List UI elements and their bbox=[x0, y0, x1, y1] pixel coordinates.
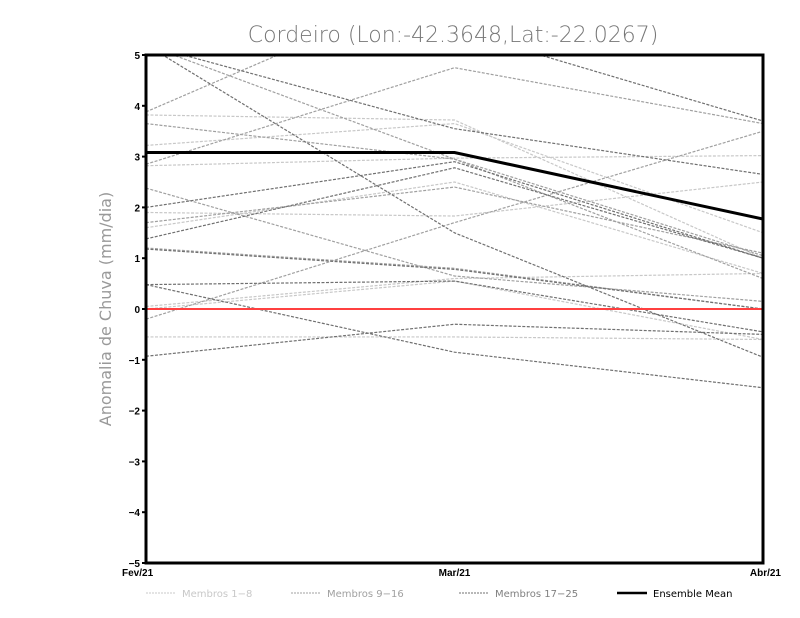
x-tick-label: Abr/21 bbox=[750, 568, 782, 579]
y-axis-label: Anomalia de Chuva (mm/dia) bbox=[96, 192, 115, 426]
legend-item-1: Membros 1−8 bbox=[146, 589, 252, 600]
member-line-g3-4 bbox=[146, 284, 763, 389]
member-line-g2-8 bbox=[146, 247, 763, 310]
y-tick-label: −1 bbox=[129, 356, 141, 367]
y-tick-label: 3 bbox=[134, 153, 140, 164]
member-line-g1-1 bbox=[146, 114, 763, 259]
legend-label: Membros 9−16 bbox=[327, 589, 404, 600]
y-tick-label: −2 bbox=[129, 407, 141, 418]
member-line-g3-5 bbox=[146, 323, 763, 357]
x-tick-label: Mar/21 bbox=[439, 568, 471, 579]
legend-item-2: Membros 9−16 bbox=[291, 589, 404, 600]
chart-title: Cordeiro (Lon:-42.3648,Lat:-22.0267) bbox=[248, 23, 659, 48]
x-tick-label: Fev/21 bbox=[122, 568, 154, 579]
ensemble-mean-line bbox=[146, 151, 763, 221]
member-line-g2-7 bbox=[171, 55, 763, 280]
y-tick-label: −4 bbox=[129, 508, 141, 519]
legend-item-4: Ensemble Mean bbox=[617, 589, 732, 600]
y-tick-label: 5 bbox=[134, 51, 140, 62]
y-tick-label: 0 bbox=[134, 305, 140, 316]
member-line-g1-5 bbox=[146, 181, 763, 275]
member-line-g1-3 bbox=[146, 154, 763, 167]
member-line-g1-8 bbox=[146, 280, 763, 341]
legend-item-3: Membros 17−25 bbox=[459, 589, 578, 600]
member-line-g2-3 bbox=[146, 187, 763, 302]
member-line-g2-6 bbox=[146, 122, 763, 257]
y-tick-label: 2 bbox=[134, 203, 140, 214]
legend-label: Membros 17−25 bbox=[495, 589, 578, 600]
y-tick-label: −5 bbox=[129, 559, 141, 570]
member-line-g2-4 bbox=[146, 186, 763, 254]
y-tick-label: 4 bbox=[134, 102, 140, 113]
legend-label: Ensemble Mean bbox=[653, 589, 732, 600]
member-line-g3-7 bbox=[146, 248, 763, 310]
legend-label: Membros 1−8 bbox=[182, 589, 252, 600]
member-line-g3-1 bbox=[181, 55, 763, 175]
member-line-g3-3 bbox=[146, 167, 763, 259]
member-line-g2-2 bbox=[146, 67, 763, 165]
member-line-g3-9 bbox=[146, 280, 763, 333]
member-line-g3-6 bbox=[538, 55, 763, 122]
member-line-g3-2 bbox=[161, 55, 763, 358]
member-line-g1-6 bbox=[146, 272, 763, 308]
member-line-g1-4 bbox=[146, 181, 763, 217]
member-line-g3-8 bbox=[146, 161, 763, 259]
member-line-g2-5 bbox=[146, 130, 763, 320]
member-line-g1-7 bbox=[146, 336, 763, 341]
y-tick-label: −3 bbox=[129, 457, 141, 468]
y-tick-label: 1 bbox=[134, 254, 140, 265]
